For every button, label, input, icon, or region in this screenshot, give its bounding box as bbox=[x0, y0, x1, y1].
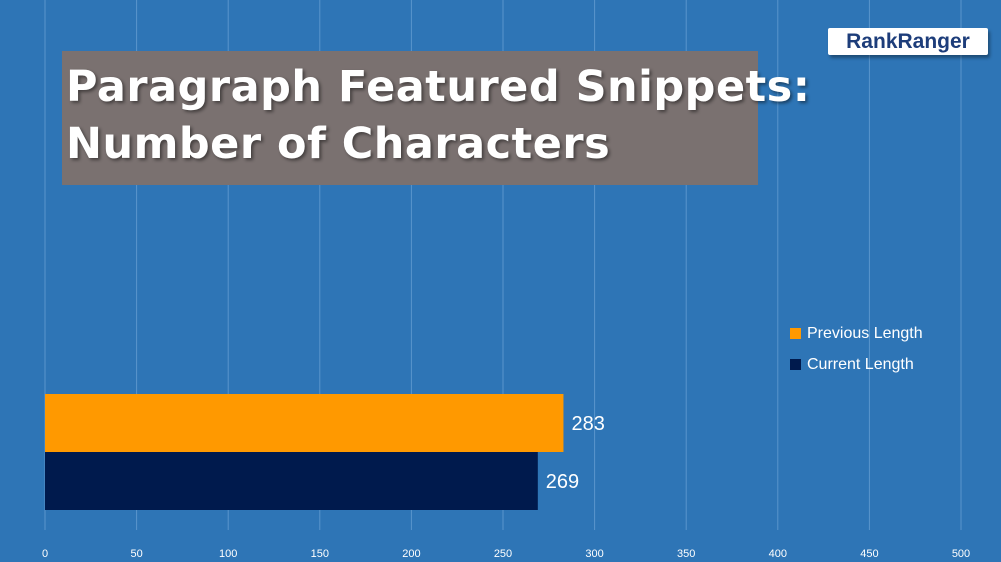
x-tick-label: 100 bbox=[219, 548, 237, 560]
x-tick-label: 450 bbox=[860, 548, 878, 560]
x-tick-label: 300 bbox=[585, 548, 603, 560]
x-tick-label: 250 bbox=[494, 548, 512, 560]
legend-item-current: Current Length bbox=[790, 349, 923, 380]
chart-title-line-2: Number of Characters bbox=[66, 119, 611, 169]
bar-current-length bbox=[45, 452, 538, 510]
legend-label-previous: Previous Length bbox=[807, 324, 923, 342]
legend-label-current: Current Length bbox=[807, 355, 914, 373]
legend-swatch-current bbox=[790, 359, 801, 370]
chart-title-line-1: Paragraph Featured Snippets: bbox=[66, 62, 811, 112]
x-tick-label: 400 bbox=[769, 548, 787, 560]
x-tick-label: 200 bbox=[402, 548, 420, 560]
bars bbox=[45, 394, 564, 510]
x-tick-label: 350 bbox=[677, 548, 695, 560]
logo-text-ranger: Ranger bbox=[897, 29, 970, 53]
legend-swatch-previous bbox=[790, 328, 801, 339]
x-axis-ticks: 0 50 100 150 200 250 300 350 400 450 500 bbox=[42, 548, 970, 560]
x-tick-label: 0 bbox=[42, 548, 48, 560]
logo-text-rank: Rank bbox=[846, 29, 898, 53]
data-labels: 283 269 bbox=[546, 413, 605, 493]
x-tick-label: 50 bbox=[130, 548, 142, 560]
x-tick-label: 150 bbox=[311, 548, 329, 560]
rankranger-logo: Rank Ranger bbox=[828, 28, 988, 55]
bar-previous-length bbox=[45, 394, 564, 452]
legend: Previous Length Current Length bbox=[790, 318, 923, 380]
legend-item-previous: Previous Length bbox=[790, 318, 923, 349]
data-label-current-length: 269 bbox=[546, 471, 579, 493]
x-tick-label: 500 bbox=[952, 548, 970, 560]
data-label-previous-length: 283 bbox=[571, 413, 604, 435]
chart-title-box: Paragraph Featured Snippets: Number of C… bbox=[62, 51, 811, 185]
